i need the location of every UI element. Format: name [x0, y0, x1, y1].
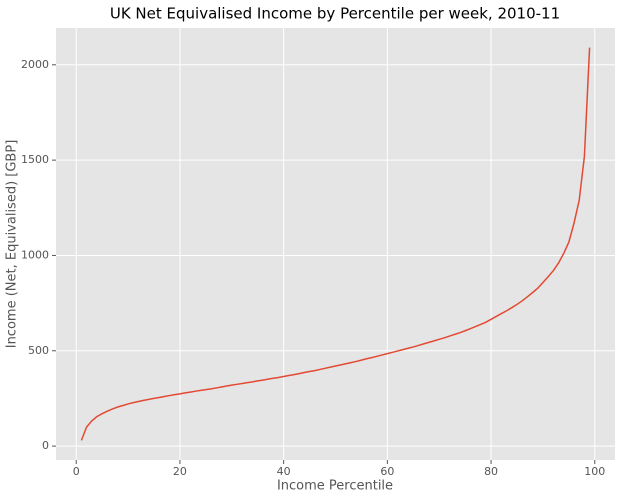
x-axis-label: Income Percentile — [277, 479, 393, 494]
x-tick-label: 20 — [173, 465, 187, 478]
x-tick-label: 60 — [380, 465, 394, 478]
x-tick-label: 100 — [584, 465, 605, 478]
y-tick-label: 0 — [42, 439, 49, 452]
y-axis-label: Income (Net, Equivalised) [GBP] — [5, 140, 20, 349]
y-tick-label: 500 — [28, 344, 49, 357]
y-tick-label: 1000 — [21, 248, 49, 261]
chart-title: UK Net Equivalised Income by Percentile … — [110, 5, 560, 23]
x-tick-label: 0 — [73, 465, 80, 478]
plot-area — [56, 28, 615, 460]
y-tick-label: 1500 — [21, 153, 49, 166]
line — [80, 47, 591, 441]
x-tick-label: 40 — [277, 465, 291, 478]
x-tick-label: 80 — [484, 465, 498, 478]
y-tick-label: 2000 — [21, 58, 49, 71]
